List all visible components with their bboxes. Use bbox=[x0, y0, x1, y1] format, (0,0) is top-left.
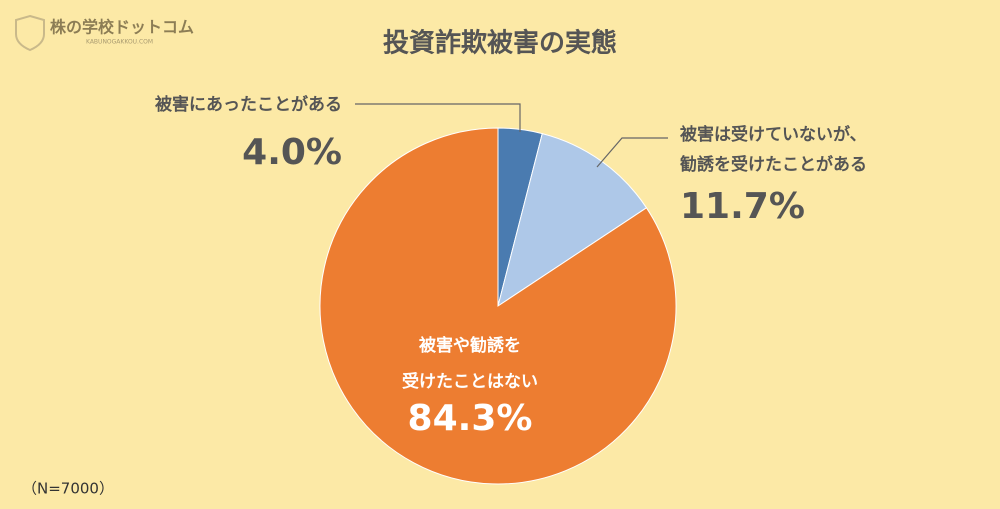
slice-label: 被害は受けていないが、 勧誘を受けたことがある bbox=[680, 125, 867, 175]
chart-title: 投資詐欺被害の実態 bbox=[383, 28, 617, 59]
slice-label: 被害や勧誘を 受けたことはない bbox=[402, 336, 538, 392]
value-label: 84.3% bbox=[407, 398, 533, 439]
pie-slice bbox=[319, 127, 677, 485]
leader-line bbox=[355, 103, 521, 132]
value-label: 4.0% bbox=[242, 132, 342, 173]
pie bbox=[319, 127, 677, 485]
value-label: 11.7% bbox=[680, 186, 805, 227]
logo-mark bbox=[15, 14, 45, 52]
logo-url: KABUNOGAKKOU.COM bbox=[86, 39, 153, 46]
slice-label: 被害にあったことがある bbox=[155, 95, 342, 115]
logo-name: 株の学校ドットコム bbox=[50, 18, 194, 37]
leader-line bbox=[596, 137, 668, 168]
annotation: （N=7000） bbox=[22, 480, 114, 498]
pie-slice bbox=[497, 132, 648, 308]
